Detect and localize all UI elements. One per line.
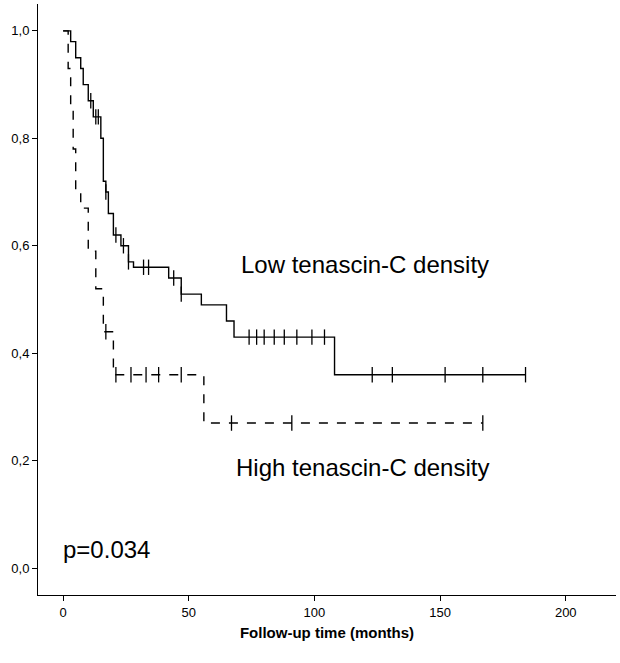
svg-text:0,8: 0,8: [11, 131, 29, 146]
svg-text:50: 50: [182, 605, 196, 620]
svg-text:0,6: 0,6: [11, 238, 29, 253]
svg-text:200: 200: [555, 605, 577, 620]
svg-text:1,0: 1,0: [11, 23, 29, 38]
svg-text:150: 150: [429, 605, 451, 620]
svg-text:Low tenascin-C density: Low tenascin-C density: [241, 251, 489, 278]
svg-text:0,4: 0,4: [11, 346, 29, 361]
svg-text:0,2: 0,2: [11, 453, 29, 468]
svg-text:High tenascin-C density: High tenascin-C density: [236, 454, 489, 481]
svg-text:100: 100: [304, 605, 326, 620]
svg-text:p=0.034: p=0.034: [63, 536, 150, 563]
svg-text:Follow-up time (months): Follow-up time (months): [240, 624, 414, 641]
svg-text:0,0: 0,0: [11, 561, 29, 576]
svg-text:0: 0: [60, 605, 67, 620]
